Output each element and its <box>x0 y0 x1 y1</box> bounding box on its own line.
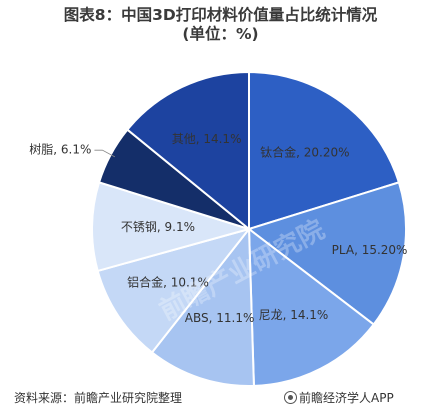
slice-label-8: 其他, 14.1% <box>172 132 242 146</box>
brand-logo-icon <box>284 391 297 404</box>
leader-lines <box>94 149 116 158</box>
pie-slice-1 <box>248 70 401 231</box>
pie-slice-3 <box>247 226 376 387</box>
pie-slice-4 <box>150 226 255 387</box>
slice-label-3: 尼龙, 14.1% <box>259 308 329 322</box>
slice-label-7: 树脂, 6.1% <box>29 142 91 157</box>
pie-slice-5 <box>96 227 252 354</box>
title-line-1: 图表8：中国3D打印材料价值量占比统计情况 <box>63 6 378 24</box>
leader-line-7 <box>94 149 116 158</box>
slice-label-4: ABS, 11.1% <box>185 311 255 325</box>
pie-slice-8 <box>125 70 250 232</box>
brand-text: 前瞻经济学人APP <box>299 391 394 405</box>
slice-labels: 钛合金, 20.20% PLA, 15.20% 尼龙, 14.1% ABS, 11.1… <box>29 132 407 325</box>
brand-footer: 前瞻经济学人APP <box>284 389 394 406</box>
slice-label-6: 不锈钢, 9.1% <box>121 220 195 234</box>
slice-label-5: 铝合金, 10.1% <box>127 274 209 289</box>
chart-title: 图表8：中国3D打印材料价值量占比统计情况 (单位：%) <box>0 6 441 44</box>
pie-slice-2 <box>246 181 407 326</box>
pie-slice-6 <box>91 181 253 273</box>
title-line-2: (单位：%) <box>182 25 259 43</box>
source-note: 资料来源：前瞻产业研究院整理 <box>14 391 183 405</box>
slice-label-1: 钛合金, 20.20% <box>260 145 349 160</box>
pie-slices <box>91 70 407 387</box>
slice-label-2: PLA, 15.20% <box>332 243 408 257</box>
